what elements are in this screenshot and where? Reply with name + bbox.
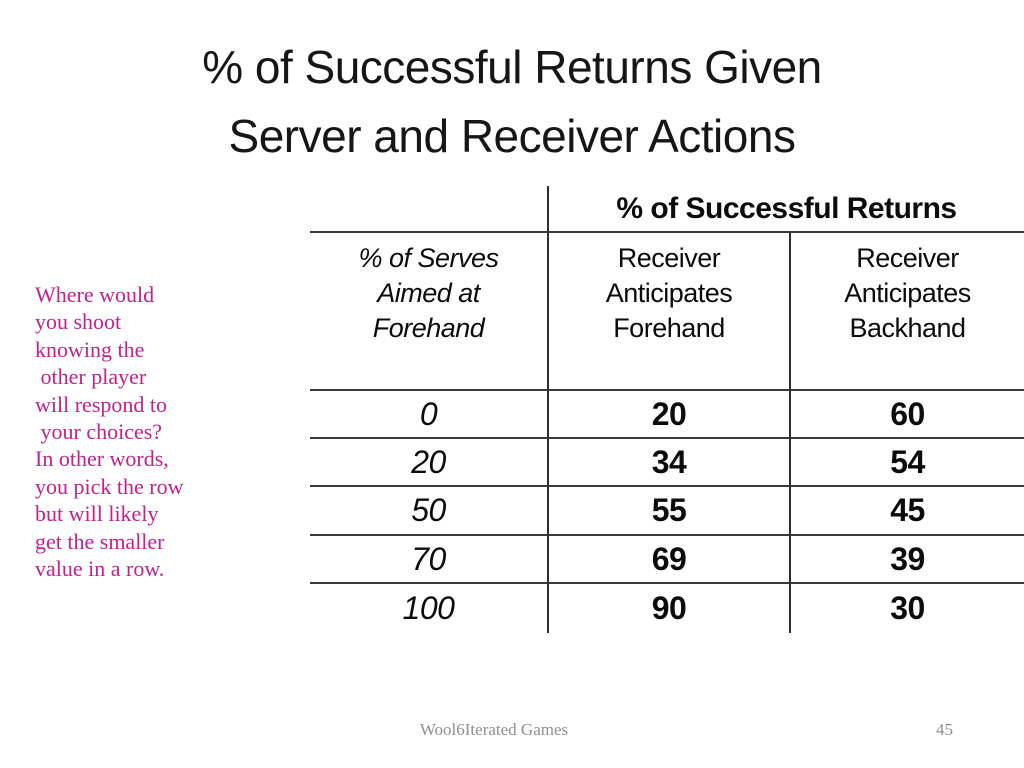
- returns-table: % of Successful Returns % of Serves Aime…: [310, 186, 1024, 633]
- table-cell-backhand: 30: [890, 590, 925, 626]
- table-cell-forehand: 20: [549, 391, 791, 439]
- table-cell-backhand: 45: [791, 487, 1024, 536]
- table-cell-backhand: 54: [791, 439, 1024, 487]
- table-cell-serve-pct: 50: [310, 487, 549, 536]
- footer-text: Wool6Iterated Games: [419, 720, 569, 739]
- slide-page-number: 45: [936, 720, 953, 739]
- table-cell-forehand: 90: [549, 584, 791, 633]
- table-corner-cell: [310, 186, 549, 233]
- table-cell-serve-pct: 70: [310, 536, 549, 584]
- table-cell-serve-pct: 0: [310, 391, 549, 439]
- spanning-header: % of Successful Returns: [549, 186, 1024, 233]
- annotation-note: Where would you shoot knowing the other …: [35, 282, 184, 582]
- table-cell-serve-pct: 20: [310, 439, 549, 487]
- column-header-forehand: Receiver Anticipates Forehand: [549, 233, 791, 391]
- row-header: % of Serves Aimed at Forehand: [310, 233, 549, 391]
- table-cell-forehand: 55: [549, 487, 791, 536]
- column-header-backhand: Receiver Anticipates Backhand: [791, 233, 1024, 391]
- slide-title: % of Successful Returns Given Server and…: [202, 41, 822, 162]
- table-cell-forehand: 34: [549, 439, 791, 487]
- table-cell-backhand: 39: [791, 536, 1024, 584]
- table-cell-serve-pct: 100: [310, 584, 549, 633]
- table-cell-forehand: 69: [549, 536, 791, 584]
- table-cell-backhand: 60: [791, 391, 1024, 439]
